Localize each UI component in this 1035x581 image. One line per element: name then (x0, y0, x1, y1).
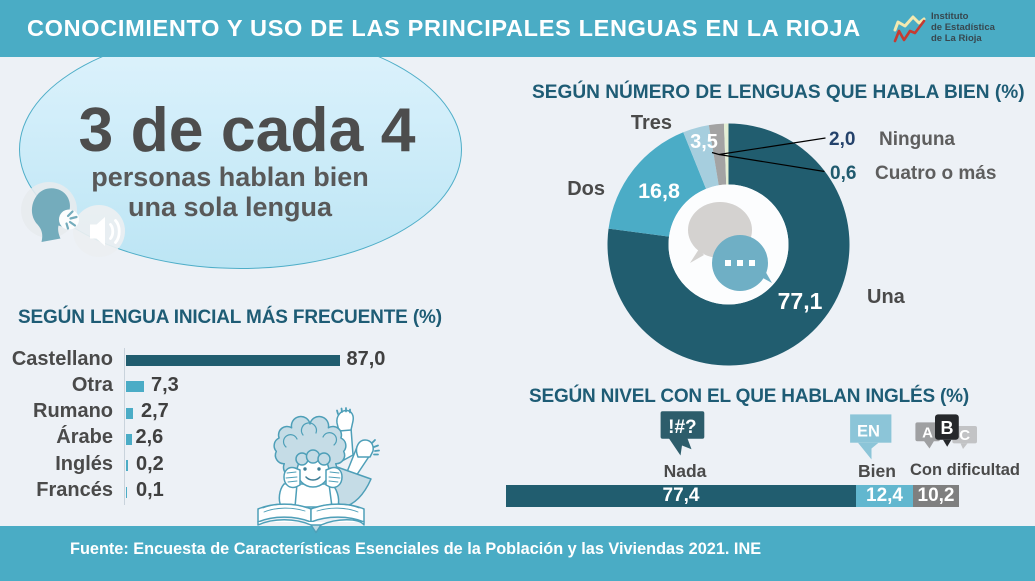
svg-text:!#?: !#? (668, 417, 697, 438)
svg-text:EN: EN (857, 423, 880, 441)
svg-text:C: C (959, 427, 970, 444)
svg-text:B: B (941, 418, 954, 438)
svg-text:A: A (922, 425, 933, 442)
